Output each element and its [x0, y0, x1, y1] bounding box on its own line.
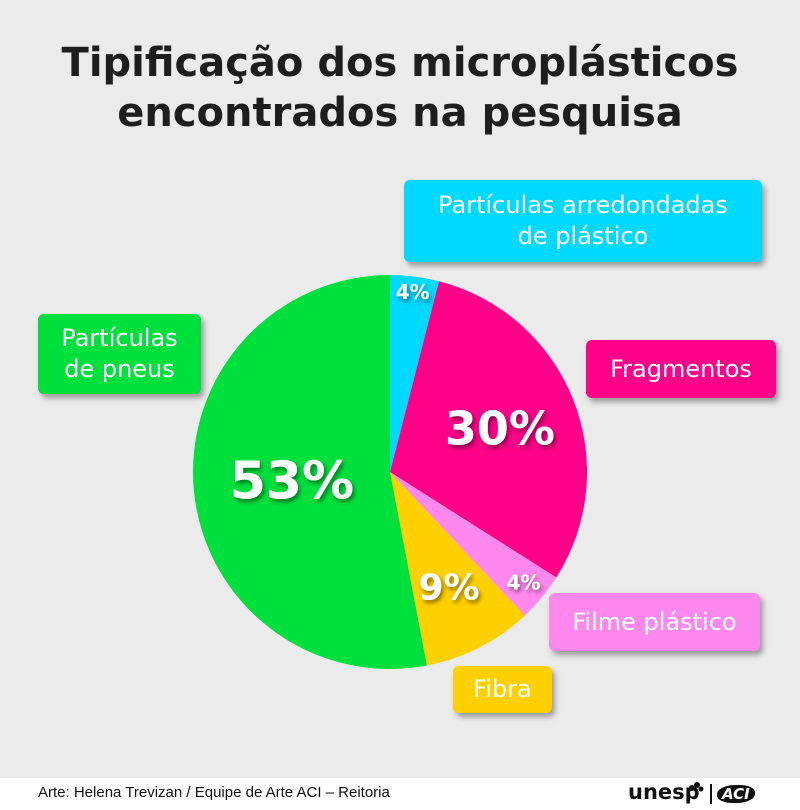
data-label-filme-plastico: 4%	[507, 571, 541, 595]
legend-label-fibra: Fibra	[453, 666, 552, 713]
legend-label-filme-plastico-line-1: Filme plástico	[572, 607, 737, 636]
pie-chart: 4% 30% 4% 9% 53%	[192, 275, 587, 669]
pie-slice-filme-plastico	[390, 472, 557, 616]
pie-slice-particulas-arredondadas	[390, 275, 439, 472]
data-label-fibra: 9%	[418, 567, 479, 608]
legend-label-particulas-arredondadas-line-2: de plástico	[517, 222, 649, 250]
legend-label-particulas-de-pneus: Partículas de pneus	[38, 314, 201, 394]
legend-label-fragmentos: Fragmentos	[586, 340, 776, 398]
aci-logo: ACI	[717, 785, 755, 803]
chart-title: Tipificação dos microplásticos encontrad…	[0, 38, 800, 138]
legend-label-fragmentos-line-1: Fragmentos	[610, 354, 752, 383]
pie-slice-particulas-de-pneus	[192, 275, 427, 669]
pie-slice-fibra	[390, 472, 525, 666]
legend-label-fibra-line-1: Fibra	[473, 675, 532, 703]
legend-label-particulas-de-pneus-line-2: de pneus	[64, 355, 175, 383]
unesp-logo: unesp	[628, 780, 700, 804]
footer-divider	[710, 784, 712, 804]
data-label-fragmentos: 30%	[445, 401, 555, 455]
data-label-particulas-de-pneus: 53%	[230, 451, 354, 511]
pie-slice-fragmentos	[390, 281, 587, 578]
legend-label-particulas-arredondadas-line-1: Partículas arredondadas	[438, 191, 728, 219]
legend-label-particulas-arredondadas: Partículas arredondadas de plástico	[404, 180, 762, 262]
footer-bar: Arte: Helena Trevizan / Equipe de Arte A…	[0, 778, 800, 810]
legend-label-filme-plastico: Filme plástico	[549, 593, 760, 651]
footer-credit: Arte: Helena Trevizan / Equipe de Arte A…	[38, 784, 390, 801]
chart-title-line-2: encontrados na pesquisa	[117, 90, 683, 136]
unesp-logo-mark-icon	[689, 782, 704, 792]
legend-label-particulas-de-pneus-line-1: Partículas	[61, 324, 178, 352]
chart-title-line-1: Tipificação dos microplásticos	[61, 40, 739, 86]
data-label-particulas-arredondadas: 4%	[396, 280, 430, 304]
